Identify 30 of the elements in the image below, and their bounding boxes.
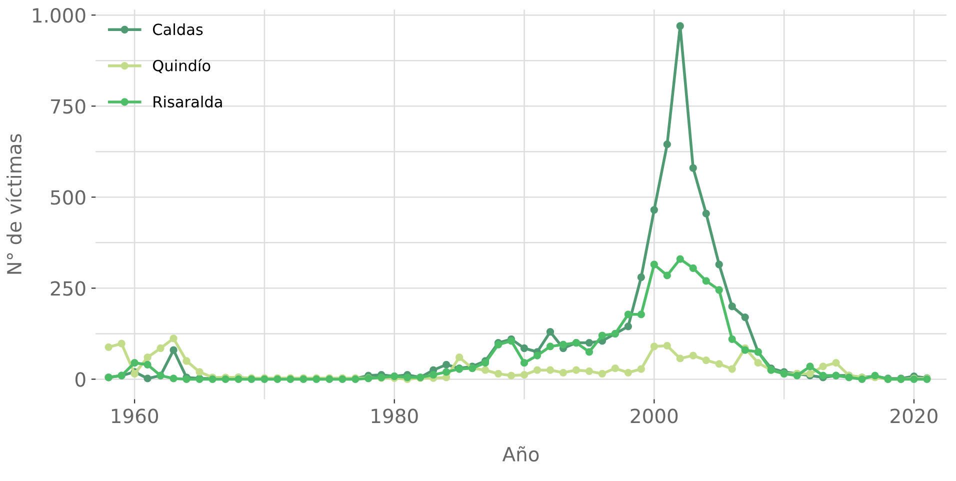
point	[650, 206, 658, 214]
point	[689, 164, 697, 172]
point	[520, 344, 528, 352]
x-axis-title: Año	[502, 446, 539, 462]
point	[144, 374, 152, 382]
point	[715, 260, 723, 268]
y-axis-title: N° de víctimas	[6, 134, 22, 274]
point	[676, 22, 684, 30]
legend-label: Caldas	[152, 23, 203, 36]
point	[170, 346, 178, 354]
y-tick-label: 1.000	[33, 8, 86, 23]
x-tick-label: 2020	[890, 408, 938, 424]
x-tick-label: 2000	[630, 408, 678, 424]
point	[702, 210, 710, 218]
point	[728, 302, 736, 310]
point	[546, 328, 554, 336]
y-tick-label: 250	[50, 281, 86, 296]
point	[741, 313, 749, 322]
y-tick-label: 0	[75, 372, 86, 387]
point	[585, 338, 594, 347]
y-tick-label: 500	[50, 190, 86, 205]
point	[624, 322, 632, 330]
point	[637, 273, 645, 282]
x-tick-label: 1960	[112, 408, 158, 424]
point	[442, 360, 450, 368]
y-tick-label: 750	[51, 99, 86, 114]
legend-label: Quindío	[152, 58, 210, 74]
point	[663, 140, 671, 148]
legend-label: Risaralda	[154, 96, 222, 108]
x-tick-label: 1980	[372, 408, 418, 424]
